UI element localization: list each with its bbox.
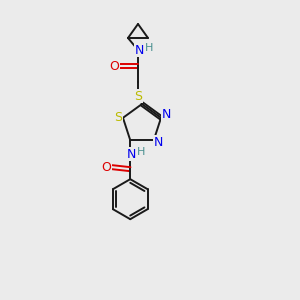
Text: S: S bbox=[134, 89, 142, 103]
Text: S: S bbox=[114, 111, 122, 124]
Text: N: N bbox=[134, 44, 144, 56]
Text: N: N bbox=[127, 148, 136, 161]
Text: O: O bbox=[109, 59, 119, 73]
Text: H: H bbox=[145, 43, 153, 53]
Text: N: N bbox=[161, 108, 171, 121]
Text: H: H bbox=[137, 147, 146, 157]
Text: N: N bbox=[154, 136, 164, 149]
Text: O: O bbox=[101, 161, 111, 174]
